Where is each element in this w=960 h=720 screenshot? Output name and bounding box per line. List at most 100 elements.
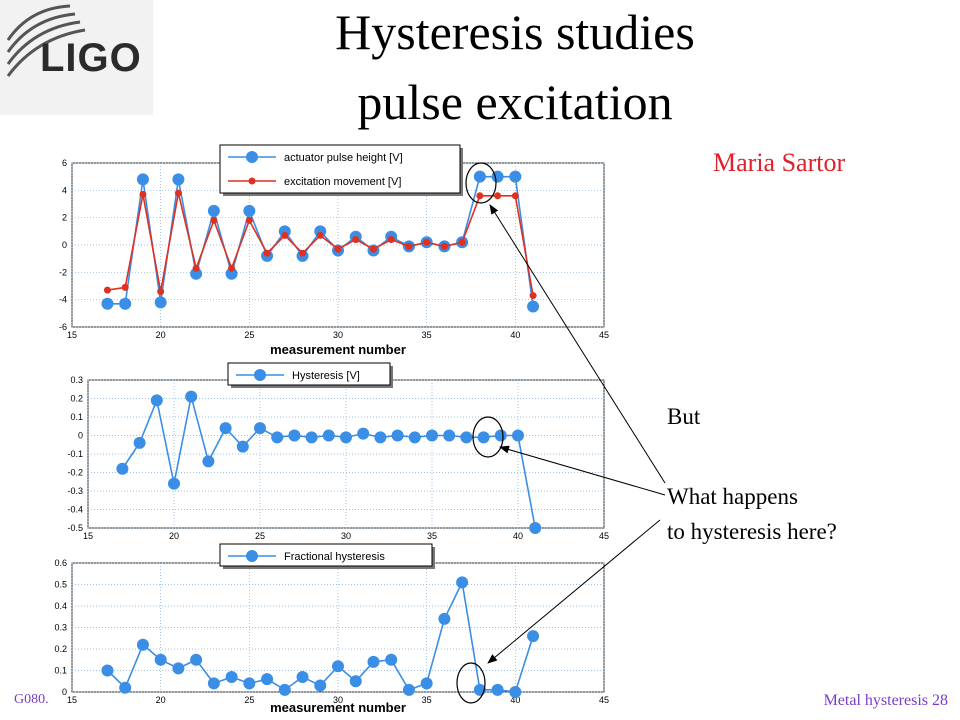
data-point <box>236 440 249 453</box>
y-tick-label: -6 <box>59 322 67 332</box>
highlight-ellipse <box>465 162 497 204</box>
x-tick-label: 20 <box>156 330 166 340</box>
data-point <box>219 422 232 435</box>
legend-box <box>219 543 433 567</box>
y-tick-label: -0.3 <box>67 486 83 496</box>
data-point <box>281 231 289 239</box>
data-point <box>296 670 309 683</box>
x-tick-label: 30 <box>333 695 343 705</box>
data-point <box>316 231 324 239</box>
x-tick-label: 20 <box>169 531 179 541</box>
y-tick-label: 0 <box>62 687 67 697</box>
data-point <box>529 292 537 300</box>
highlight-ellipse <box>456 662 486 704</box>
y-tick-label: 6 <box>62 158 67 168</box>
y-tick-label: 0.3 <box>54 623 67 633</box>
data-point <box>254 422 266 435</box>
data-point <box>509 686 522 698</box>
data-point <box>192 264 200 272</box>
data-point <box>243 677 256 690</box>
data-point <box>322 429 335 442</box>
data-point <box>305 431 318 444</box>
data-point <box>121 283 129 291</box>
y-tick-label: 2 <box>62 213 67 223</box>
y-tick-label: -0.2 <box>67 468 83 478</box>
legend-entry: Hysteresis [V] <box>292 370 360 382</box>
data-point <box>185 390 198 403</box>
legend-entry: Fractional hysteresis <box>284 551 385 563</box>
data-point <box>136 173 149 186</box>
data-point <box>288 429 301 442</box>
data-point <box>136 638 149 651</box>
y-tick-label: -0.4 <box>67 505 83 515</box>
y-tick-label: 0.4 <box>54 601 67 611</box>
data-point <box>385 653 398 666</box>
x-axis-label: measurement number <box>270 342 406 357</box>
data-point <box>460 431 473 444</box>
y-tick-label: -2 <box>59 267 67 277</box>
y-tick-label: 0.1 <box>54 666 67 676</box>
data-point <box>405 242 413 250</box>
data-point <box>207 677 220 690</box>
chart-1: -6 -4 -2 0 2 4 6 15 20 25 30 35 40 45 measurement numb… <box>59 144 609 357</box>
data-point <box>529 522 542 534</box>
data-point <box>299 249 307 257</box>
data-point <box>190 267 203 280</box>
logo-arcs-icon <box>6 4 86 77</box>
x-tick-label: 40 <box>510 330 520 340</box>
data-point <box>207 204 220 217</box>
annotation-arrow <box>487 519 661 664</box>
data-point <box>119 681 132 694</box>
footer-slide-label: Metal hysteresis 28 <box>823 692 948 709</box>
note-what-happens: What happens <box>667 484 798 509</box>
data-point <box>512 429 524 442</box>
y-tick-label: 0.2 <box>70 394 83 404</box>
x-tick-label: 45 <box>599 330 609 340</box>
legend-entry: excitation movement [V] <box>284 176 401 188</box>
data-point <box>271 431 284 444</box>
data-point <box>101 664 114 677</box>
y-tick-label: 0.1 <box>70 412 83 422</box>
data-point <box>332 660 344 673</box>
y-tick-label: 0 <box>78 431 83 441</box>
x-tick-label: 40 <box>513 531 523 541</box>
data-point <box>314 679 327 692</box>
data-point <box>494 429 507 442</box>
data-point <box>116 462 129 475</box>
y-tick-label: 4 <box>62 185 67 195</box>
data-point <box>225 670 238 683</box>
data-point <box>202 455 215 468</box>
data-point <box>139 190 147 198</box>
data-point <box>391 429 404 442</box>
slide-title-line1: Hysteresis studies <box>335 4 695 60</box>
data-point <box>261 673 274 686</box>
y-tick-label: -4 <box>59 295 67 305</box>
data-point <box>334 245 342 253</box>
data-point <box>527 300 540 313</box>
data-point <box>278 683 291 696</box>
data-point <box>420 677 433 690</box>
legend-box <box>219 144 461 194</box>
x-tick-label: 15 <box>67 695 77 705</box>
data-point <box>245 216 253 224</box>
data-point <box>477 431 490 444</box>
legend-entry: actuator pulse height [V] <box>284 152 403 164</box>
y-tick-label: -0.5 <box>67 523 83 533</box>
x-tick-label: 45 <box>599 695 609 705</box>
note-to-hysteresis: to hysteresis here? <box>667 519 837 544</box>
y-tick-label: 0.6 <box>54 558 67 568</box>
data-point <box>440 242 448 250</box>
x-tick-label: 45 <box>599 531 609 541</box>
slide-title-line2: pulse excitation <box>357 74 673 130</box>
x-tick-label: 35 <box>422 330 432 340</box>
data-point <box>349 675 362 688</box>
data-point <box>103 286 111 294</box>
logo-text: LIGO <box>40 36 142 80</box>
data-point <box>101 297 114 310</box>
data-point <box>174 189 182 197</box>
x-tick-label: 35 <box>422 695 432 705</box>
x-tick-label: 30 <box>341 531 351 541</box>
annotation-arrow <box>489 204 666 484</box>
data-point <box>387 236 395 244</box>
